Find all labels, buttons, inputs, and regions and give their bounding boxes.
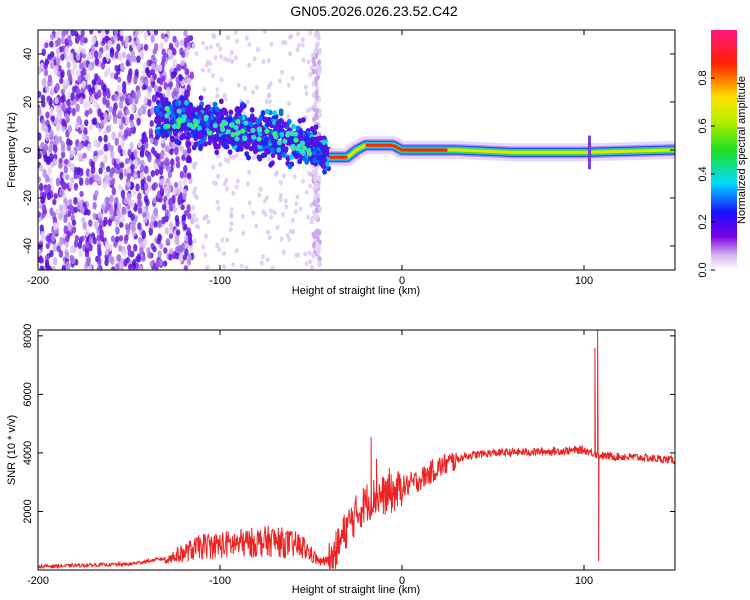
snr-xtick-label: -100 <box>209 575 231 587</box>
spectrogram-band <box>153 91 675 175</box>
snr-xtick-label: 100 <box>575 575 593 587</box>
spectrogram-xtick-label: 100 <box>575 275 593 287</box>
colorbar-ticks: 0.0 0.2 0.4 0.6 0.8 <box>697 70 715 278</box>
spectrogram-ylabel: Frequency (Hz) <box>6 112 18 188</box>
snr-axes: -200 -100 0 100 2000 4000 6000 8000 <box>22 324 675 587</box>
spectrogram-noise <box>38 30 323 270</box>
spectrogram-xtick-label: 0 <box>399 275 405 287</box>
figure-title: GN05.2026.026.23.52.C42 <box>290 3 458 19</box>
colorbar-tick-label: 0.0 <box>697 262 709 277</box>
snr-ylabel: SNR (10 * v/v) <box>6 415 18 485</box>
snr-panel: -200 -100 0 100 2000 4000 6000 8000 Height of s… <box>6 324 676 596</box>
spectrogram-ytick-label: 0 <box>22 147 34 153</box>
snr-ytick-label: 8000 <box>22 324 34 348</box>
snr-line <box>38 330 675 570</box>
colorbar: 0.0 0.2 0.4 0.6 0.8 Normalized spectral ampl… <box>697 30 748 278</box>
snr-plot-area <box>38 330 675 570</box>
snr-ytick-label: 4000 <box>22 441 34 465</box>
snr-ytick-label: 2000 <box>22 499 34 523</box>
spectrogram-xlabel: Height of straight line (km) <box>292 285 420 297</box>
spectrogram-ytick-label: -40 <box>22 238 34 254</box>
snr-frame <box>37 329 676 571</box>
snr-ytick-label: 6000 <box>22 382 34 406</box>
band-red <box>392 143 448 152</box>
spectrogram-ytick-label: 40 <box>22 48 34 60</box>
spectrogram-ytick-label: 20 <box>22 96 34 108</box>
spectrogram-xtick-label: -100 <box>209 275 231 287</box>
spectrogram-ytick-label: -20 <box>22 190 34 206</box>
colorbar-tick-label: 0.8 <box>697 70 709 85</box>
snr-xlabel: Height of straight line (km) <box>292 584 420 596</box>
colorbar-label: Normalized spectral amplitude <box>736 76 748 224</box>
spectrogram-xtick-label: -200 <box>27 275 49 287</box>
snr-xtick-label: -200 <box>27 575 49 587</box>
snr-xtick-label: 0 <box>399 575 405 587</box>
colorbar-tick-label: 0.6 <box>697 118 709 133</box>
spectrogram-image <box>38 30 675 270</box>
colorbar-gradient <box>711 30 737 270</box>
colorbar-tick-label: 0.4 <box>697 166 709 181</box>
colorbar-tick-label: 0.2 <box>697 214 709 229</box>
